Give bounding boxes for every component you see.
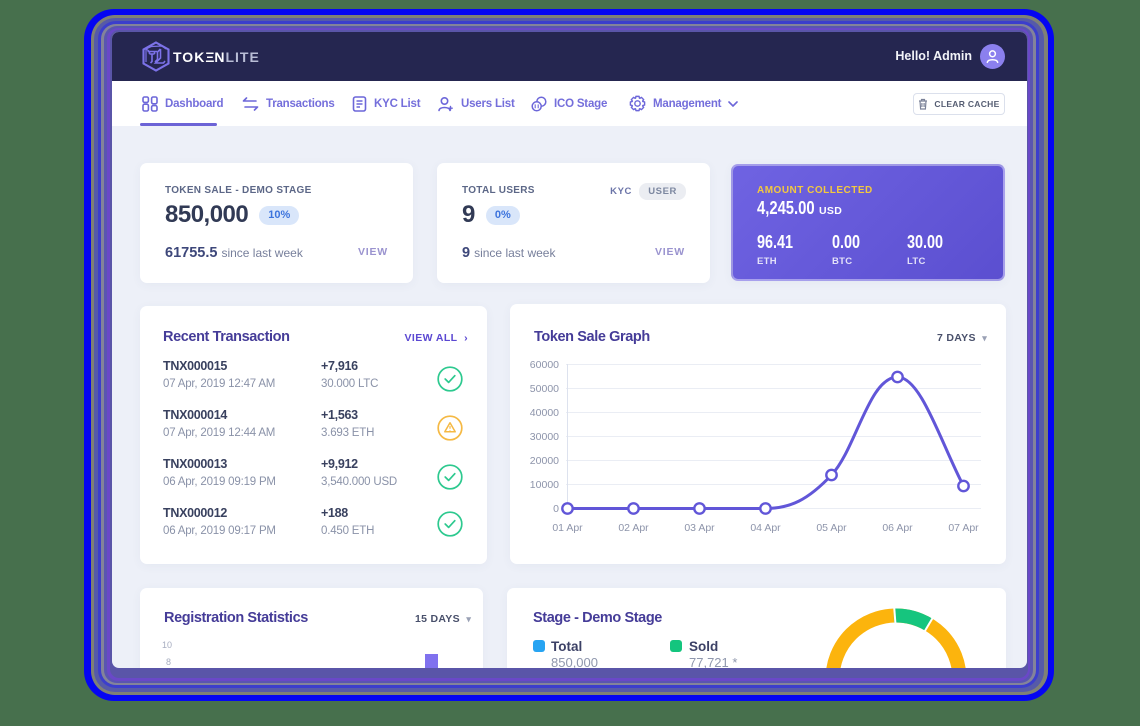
svg-text:50000: 50000 [530,383,559,395]
svg-text:0: 0 [553,503,559,515]
svg-text:01 Apr: 01 Apr [552,522,583,534]
svg-text:02 Apr: 02 Apr [618,522,649,534]
svg-text:20000: 20000 [530,455,559,467]
svg-text:40000: 40000 [530,407,559,419]
svg-text:30000: 30000 [530,431,559,443]
svg-text:06 Apr: 06 Apr [882,522,913,534]
svg-text:07 Apr: 07 Apr [948,522,979,534]
svg-text:03 Apr: 03 Apr [684,522,715,534]
svg-text:60000: 60000 [530,359,559,371]
svg-text:10000: 10000 [530,479,559,491]
svg-text:05 Apr: 05 Apr [816,522,847,534]
svg-text:04 Apr: 04 Apr [750,522,781,534]
